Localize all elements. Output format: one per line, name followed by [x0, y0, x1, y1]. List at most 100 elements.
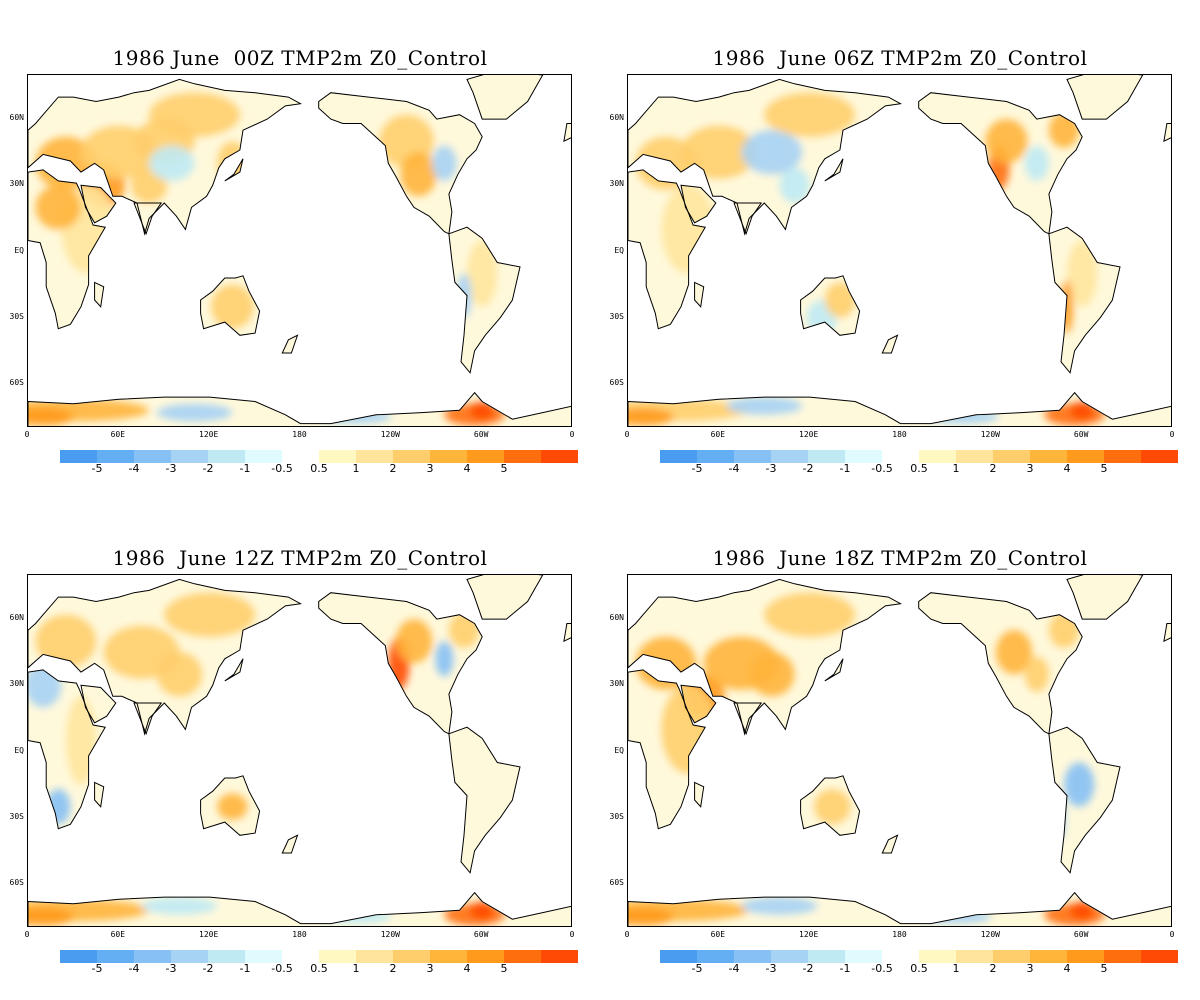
colorbar-swatch [356, 450, 393, 463]
coastline-nz [281, 334, 299, 354]
land-india [734, 703, 762, 734]
colorbar-swatch [697, 450, 734, 463]
lon-label: 0 [1169, 430, 1175, 439]
coastline-eurasia [628, 578, 903, 736]
colorbar-label: -3 [765, 462, 777, 475]
coastline-india [133, 702, 163, 736]
coastline-samerica [1048, 726, 1121, 874]
colorbar-swatch [771, 450, 808, 463]
coastline-nz [881, 334, 899, 354]
colorbar-swatch [319, 950, 356, 963]
colorbar-label: 2 [389, 462, 397, 475]
lon-label: 180 [292, 930, 307, 939]
coastline-greenland [1066, 575, 1144, 620]
panel-title: 1986 June 06Z TMP2m Z0_Control [712, 46, 1088, 70]
colorbar-swatch [660, 450, 697, 463]
anomaly-region [1067, 240, 1098, 307]
land-britain [1163, 623, 1171, 642]
coastline-australia [800, 775, 861, 836]
land-nz [282, 835, 298, 853]
map-frame [627, 74, 1172, 427]
map-panel: 1986 June 06Z TMP2m Z0_Control 60N 30N EQ 30… [600, 0, 1200, 500]
colorbar-label: -5 [91, 962, 103, 975]
anomaly-region [164, 592, 256, 637]
colorbar-label: 3 [1026, 962, 1034, 975]
colorbar-label: 2 [389, 962, 397, 975]
colorbar-swatch [60, 450, 97, 463]
colorbar [60, 950, 578, 963]
coastline-greenland [1066, 75, 1144, 120]
coastline-madagascar [94, 281, 105, 308]
colorbar-label: -1 [239, 962, 251, 975]
colorbar-swatch [1141, 450, 1178, 463]
coastline-namerica [318, 592, 483, 735]
coastline-namerica [318, 92, 483, 235]
lat-label: 30N [9, 179, 24, 189]
lat-label: 30S [9, 311, 24, 321]
land-japan [824, 658, 843, 681]
anomaly-region [35, 185, 81, 230]
colorbar-label: -2 [202, 962, 214, 975]
lon-label: 0 [1169, 930, 1175, 939]
lat-label: 60N [9, 113, 24, 123]
colorbar-swatch [393, 950, 430, 963]
colorbar-label: 1 [952, 462, 960, 475]
coastline-britain [563, 623, 571, 643]
anomaly-region [400, 152, 437, 197]
anomaly-region [432, 145, 457, 181]
colorbar-label: 4 [1063, 462, 1071, 475]
anomaly-region [156, 652, 203, 697]
colorbar-swatch [1141, 950, 1178, 963]
coastline-africa [28, 169, 106, 330]
colorbar-swatch [734, 450, 771, 463]
map-frame [627, 574, 1172, 927]
lat-label: 60N [609, 113, 624, 123]
coastline-namerica [918, 592, 1083, 735]
lon-label: 180 [892, 430, 907, 439]
anomaly-region [985, 119, 1028, 164]
anomaly-region [28, 908, 74, 926]
coastline-eurasia [28, 578, 303, 736]
anomaly-region [149, 145, 195, 181]
colorbar [660, 450, 1178, 463]
colorbar-label: -0.5 [871, 462, 893, 475]
lon-label: 180 [892, 930, 907, 939]
colorbar-swatch [660, 950, 697, 963]
land-india [134, 203, 162, 234]
lon-label: 120E [799, 930, 819, 939]
land-japan [224, 658, 243, 681]
anomaly-region [764, 592, 856, 637]
colorbar-swatch [430, 950, 467, 963]
colorbar-label: -4 [128, 962, 140, 975]
coastline-madagascar [94, 781, 105, 808]
coastline-japan [224, 158, 244, 182]
map-panel: 1986 June 12Z TMP2m Z0_Control 60N 30N EQ 30… [0, 500, 600, 1000]
colorbar-label: -3 [765, 962, 777, 975]
colorbar-swatch [467, 450, 504, 463]
lon-label: 60W [473, 930, 489, 939]
colorbar-swatch [171, 950, 208, 963]
colorbar-swatch [1067, 450, 1104, 463]
colorbar-swatch [208, 950, 245, 963]
coastline-antarctica [28, 391, 571, 426]
colorbar-label: 2 [989, 462, 997, 475]
anomaly-region [28, 408, 74, 426]
lon-label: 60E [110, 930, 126, 939]
colorbar-label: 1 [352, 462, 360, 475]
anomaly-region [628, 408, 674, 426]
colorbar-swatch [97, 450, 134, 463]
lat-label: 30N [9, 679, 24, 689]
land-britain [1163, 123, 1171, 142]
coastline-arabia [680, 684, 717, 724]
colorbar-swatch [541, 450, 578, 463]
colorbar-swatch [541, 950, 578, 963]
lon-label: 0 [24, 930, 30, 939]
panel-title: 1986 June 12Z TMP2m Z0_Control [112, 546, 488, 570]
map-panel: 1986 June 18Z TMP2m Z0_Control 60N 30N EQ 30… [600, 500, 1200, 1000]
coastline-samerica [448, 226, 521, 374]
coastline-britain [563, 123, 571, 143]
colorbar-swatch [245, 450, 282, 463]
colorbar-swatch [1030, 450, 1067, 463]
lat-label: 60S [9, 377, 24, 387]
lat-label: 30S [9, 811, 24, 821]
